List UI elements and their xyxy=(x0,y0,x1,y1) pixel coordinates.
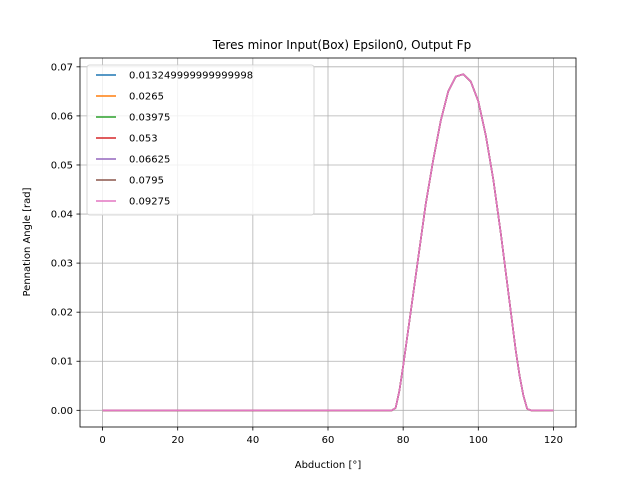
series-line-7 xyxy=(102,73,554,412)
legend-label: 0.09275 xyxy=(129,197,170,208)
chart-title: Teres minor Input(Box) Epsilon0, Output … xyxy=(212,38,471,52)
x-tick-label: 80 xyxy=(397,435,410,446)
x-axis-label: Abduction [°] xyxy=(295,460,362,471)
series-lines xyxy=(102,73,554,412)
x-tick-label: 100 xyxy=(469,435,488,446)
axis-ticks: 0 20 40 60 80 100 120 0.00 0.01 0.02 0.03 0.04 0.05 0… xyxy=(51,62,563,446)
x-tick-label: 20 xyxy=(171,435,184,446)
legend-label: 0.03975 xyxy=(129,113,170,124)
y-tick-label: 0.06 xyxy=(51,111,73,122)
y-tick-label: 0.00 xyxy=(51,406,73,417)
y-axis-label: Pennation Angle [rad] xyxy=(22,187,33,296)
x-tick-label: 40 xyxy=(246,435,259,446)
legend-label: 0.013249999999999998 xyxy=(129,71,253,82)
legend-box xyxy=(86,64,315,216)
legend-label: 0.0795 xyxy=(129,176,164,187)
x-tick-label: 60 xyxy=(322,435,335,446)
legend-label: 0.06625 xyxy=(129,155,170,166)
y-tick-label: 0.02 xyxy=(51,308,73,319)
y-tick-label: 0.04 xyxy=(51,210,73,221)
legend: 0.013249999999999998 0.0265 0.03975 0.053 0.… xyxy=(86,64,315,216)
x-tick-label: 0 xyxy=(99,435,105,446)
y-tick-label: 0.03 xyxy=(51,259,73,270)
y-tick-label: 0.05 xyxy=(51,160,73,171)
y-tick-label: 0.07 xyxy=(51,62,73,73)
y-tick-label: 0.01 xyxy=(51,357,73,368)
x-tick-label: 120 xyxy=(544,435,563,446)
legend-label: 0.0265 xyxy=(129,92,164,103)
legend-label: 0.053 xyxy=(129,134,158,145)
